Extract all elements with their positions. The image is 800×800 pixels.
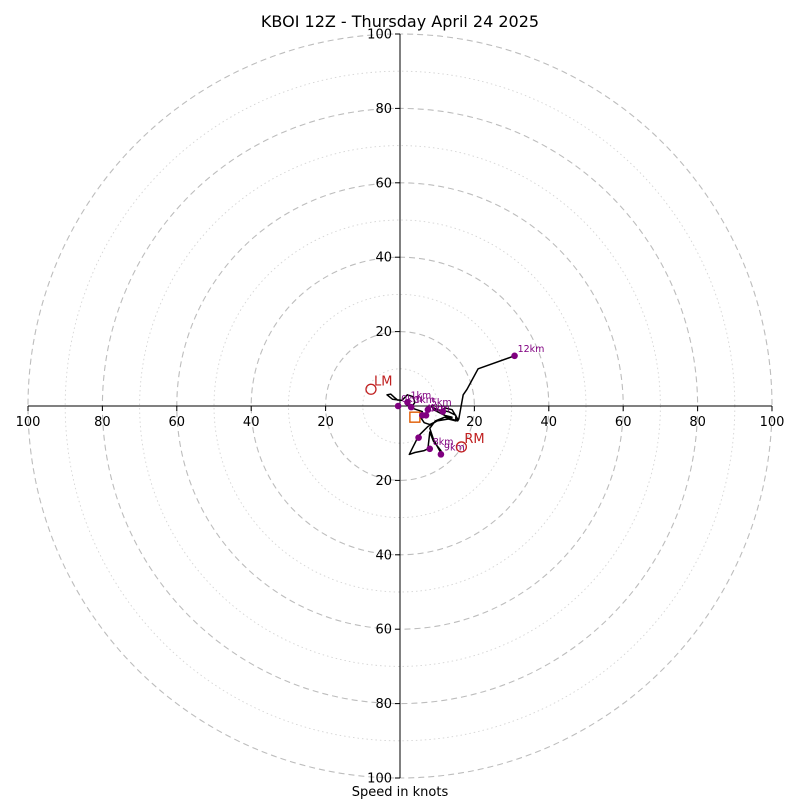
y-tick-label: 40	[375, 251, 392, 266]
height-point	[415, 434, 422, 441]
height-point	[437, 451, 445, 458]
height-point	[422, 412, 430, 419]
x-tick-label: 100	[16, 415, 41, 430]
height-label: 4km	[425, 403, 446, 414]
height-point	[394, 402, 402, 410]
x-axis-label: Speed in knots	[352, 785, 449, 800]
x-tick-label: 20	[466, 415, 483, 430]
y-tick-label: 20	[375, 474, 392, 489]
height-point	[407, 403, 415, 411]
x-tick-label: 80	[94, 415, 111, 430]
x-axis-ticks: 100 80 60 40 20 20 40 60 80 100	[16, 406, 785, 430]
y-tick-label: 40	[375, 548, 392, 563]
y-tick-label: 100	[367, 772, 392, 787]
x-tick-label: 40	[243, 415, 260, 430]
height-label: 5km	[431, 398, 452, 409]
mean-wind-marker	[409, 411, 421, 423]
y-tick-label: 100	[367, 28, 392, 43]
mean-wind-square	[409, 411, 421, 423]
storm-motion-label: RM	[464, 432, 484, 447]
height-label: 8km	[433, 437, 454, 448]
y-tick-label: 60	[375, 176, 392, 191]
height-point	[404, 398, 411, 406]
height-label: 1km	[410, 390, 431, 401]
storm-motion-circle	[455, 441, 468, 453]
storm-motion-circle	[365, 383, 377, 395]
height-point	[511, 352, 518, 360]
height-label: 6km	[429, 403, 450, 414]
y-tick-label: 80	[375, 102, 392, 117]
x-tick-label: 20	[317, 415, 334, 430]
x-tick-label: 80	[689, 415, 706, 430]
x-tick-label: 60	[615, 415, 632, 430]
x-tick-label: 100	[760, 415, 785, 430]
y-tick-label: 60	[375, 623, 392, 638]
height-point	[424, 406, 432, 414]
y-tick-label: 20	[375, 325, 392, 340]
height-label: 9km	[444, 442, 465, 453]
y-tick-label: 80	[375, 697, 392, 712]
x-tick-label: 60	[169, 415, 186, 430]
height-label: 0km	[401, 394, 422, 405]
chart-title: KBOI 12Z - Thursday April 24 2025	[261, 12, 539, 31]
y-axis-ticks: 100 80 60 40 20 20 40 60 80 100	[367, 28, 400, 787]
storm-motion-label: LM	[374, 374, 392, 389]
height-label: 12km	[518, 344, 545, 355]
x-tick-label: 40	[541, 415, 558, 430]
height-point	[426, 445, 434, 453]
height-point	[439, 408, 447, 415]
height-label: 3km	[414, 395, 435, 406]
storm-motion-markers: RM LM	[365, 374, 485, 453]
